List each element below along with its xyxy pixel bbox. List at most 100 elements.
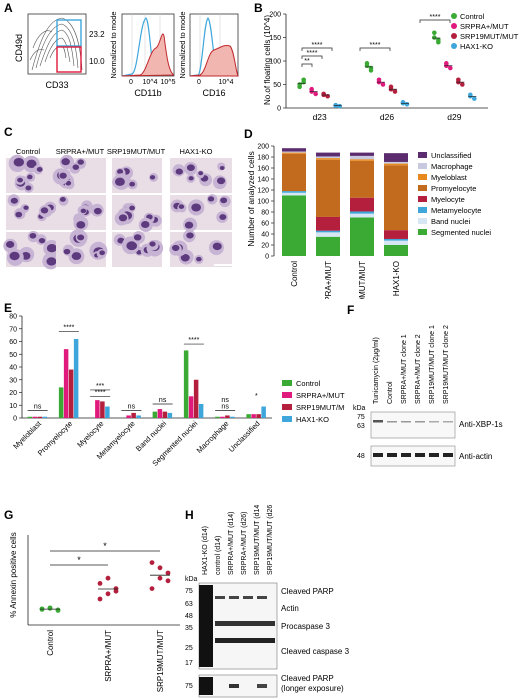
y-tick-label: 40 — [9, 365, 17, 372]
x-tick-label: d23 — [313, 112, 327, 122]
y-tick-label: 20 — [261, 243, 269, 250]
y-axis-label: % Annexin positive cells — [9, 532, 18, 617]
blot-label: (longer exposure) — [281, 684, 344, 693]
legend-label: Segmented nuclei — [431, 228, 491, 237]
bar-segment — [350, 211, 374, 214]
bar — [63, 349, 69, 418]
data-point — [368, 65, 374, 71]
y-axis-label: Normalized to mode — [178, 11, 187, 78]
bar — [220, 416, 225, 418]
bar — [246, 414, 251, 418]
legend-swatch — [282, 416, 292, 422]
sig-label: ns — [221, 403, 229, 410]
data-point — [472, 96, 477, 101]
bar-segment — [384, 230, 408, 239]
micrograph-tile — [112, 158, 162, 193]
lane-label: SRPRA+/MUT clone 2 — [415, 334, 422, 404]
data-point — [376, 77, 382, 83]
lane-label: SRPRA+/MUT (d26) — [241, 512, 248, 575]
x-tick-label: d29 — [447, 112, 461, 122]
kda-label: kDa — [353, 405, 366, 412]
bar-segment — [384, 161, 408, 164]
y-tick-label: 60 — [261, 221, 269, 228]
cell-nucleus — [216, 177, 226, 185]
sig-label: **** — [312, 42, 323, 49]
y-tick-label: 160 — [257, 166, 269, 173]
panel-letter: G — [4, 508, 13, 522]
cell-nucleus — [175, 168, 183, 175]
bar — [73, 338, 79, 418]
bar-segment — [350, 217, 374, 256]
x-tick-label: Control — [290, 261, 299, 287]
x-tick-label: Myelocyte — [75, 419, 105, 449]
micrograph-tile — [112, 231, 164, 267]
panel-g: G % Annexin positive cells * * Control SR… — [4, 508, 180, 692]
cell-nucleus — [23, 205, 29, 210]
panel-letter: A — [4, 1, 13, 15]
y-axis-label: Normalized to mode — [109, 11, 118, 78]
bar-segment — [316, 230, 340, 233]
bar-segment — [316, 158, 340, 160]
sig-label: **** — [370, 42, 381, 49]
data-point — [165, 570, 171, 576]
data-point — [309, 86, 314, 92]
micrograph-tile — [170, 194, 232, 232]
x-tick-label: Unclassified — [227, 419, 262, 454]
bar — [27, 416, 33, 418]
bar — [188, 396, 194, 418]
legend-label: SRP19MUT/MUT — [296, 403, 345, 412]
panel-d: D Number of analyzed cells 0 20 40 60 80 100 1… — [244, 127, 491, 299]
bar-segment — [282, 151, 306, 153]
bar-segment — [384, 163, 408, 166]
legend-label: Control — [296, 379, 321, 388]
data-point — [97, 596, 103, 602]
cell-nucleus — [186, 232, 194, 239]
cell-nucleus — [25, 185, 32, 191]
gate-value-low: 10.0 — [89, 57, 105, 66]
data-point — [468, 92, 473, 98]
bar-segment — [384, 165, 408, 231]
x-tick-label: Macrophage — [195, 419, 231, 455]
data-point — [157, 565, 163, 571]
bar — [136, 415, 141, 418]
y-tick-label: 120 — [257, 188, 269, 195]
data-point — [105, 575, 111, 581]
mw-marker: 63 — [185, 601, 193, 608]
micrograph-tile — [6, 194, 57, 230]
legend-label: HAX1-KO — [296, 415, 329, 424]
cell-nucleus — [26, 159, 37, 169]
data-point — [404, 101, 410, 107]
bar — [131, 412, 136, 418]
bar — [126, 415, 131, 418]
y-tick-label: 100 — [257, 199, 269, 206]
panel-letter: D — [244, 127, 253, 141]
bar-segment — [316, 156, 340, 159]
data-point — [321, 91, 326, 97]
lane-label: SRP19MUT/MUT clone 2 — [443, 325, 450, 404]
cell-nucleus — [40, 207, 49, 214]
y-axis-label: Number of analyzed cells — [246, 151, 256, 246]
cell-nucleus — [13, 157, 25, 167]
x-tick-label: SRP19MUT/MUT — [156, 630, 165, 692]
y-tick-label: 70 — [9, 326, 17, 333]
legend-swatch — [282, 404, 292, 410]
sig-label: *** — [96, 383, 104, 390]
bar-segment — [282, 148, 306, 152]
data-point — [432, 30, 437, 36]
sig-label: **** — [95, 389, 106, 396]
y-tick-label: 20 — [9, 390, 17, 397]
cell-nucleus — [207, 196, 215, 202]
cell-nucleus — [219, 165, 225, 171]
cell-nucleus — [63, 248, 71, 255]
cell-nucleus — [117, 168, 124, 175]
cell-nucleus — [80, 208, 87, 214]
lane-label: SRP19MUT/MUT (d14) — [254, 505, 261, 575]
cell-nucleus — [36, 166, 43, 172]
sig-label: ** — [304, 58, 310, 65]
blot-xbp1s — [370, 411, 456, 439]
y-tick-label: 60 — [9, 339, 17, 346]
blot-label: Procaspase 3 — [281, 622, 330, 631]
legend-label: Unclassified — [431, 151, 471, 160]
histogram-cd11b: Normalized to mode 0 10^4 10^5 CD11b — [109, 11, 176, 98]
